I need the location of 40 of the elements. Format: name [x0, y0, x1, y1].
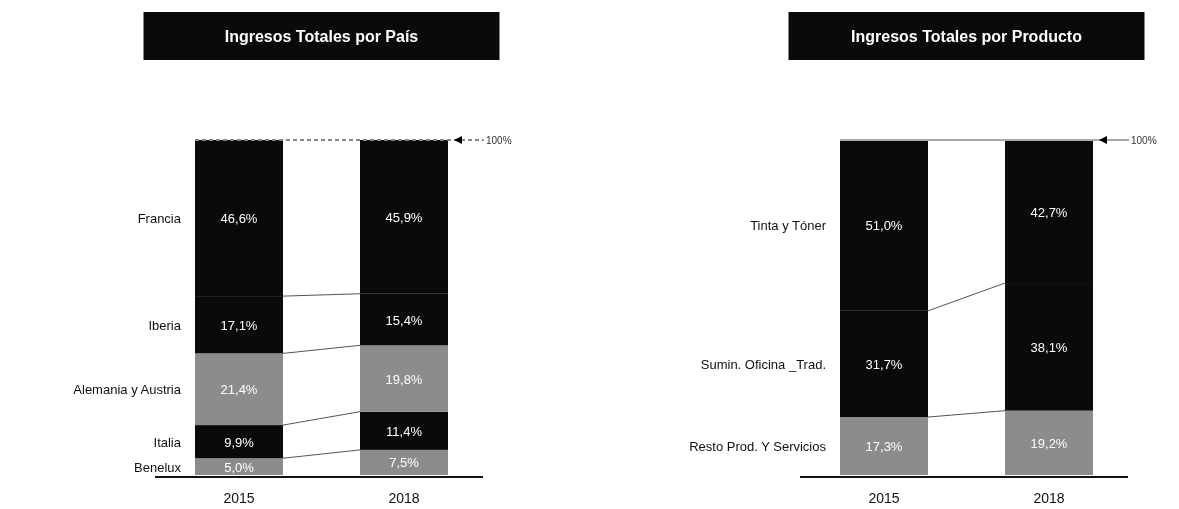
data-label: 19,8%	[385, 371, 423, 387]
series-label: Alemania y Austria	[73, 382, 182, 398]
bar	[195, 458, 283, 475]
data-label: 45,9%	[385, 209, 423, 225]
data-label: 38,1%	[1030, 339, 1068, 355]
data-label: 46,6%	[220, 211, 258, 227]
data-label: 51,0%	[865, 218, 903, 234]
x-tick-label: 2015	[868, 490, 900, 506]
x-tick-label: 2015	[223, 490, 255, 506]
series-label: Francia	[137, 211, 182, 227]
bar	[360, 449, 448, 475]
bar	[360, 411, 448, 450]
bar	[360, 345, 448, 412]
data-label: 21,4%	[220, 382, 258, 398]
series-label: Iberia	[148, 317, 182, 333]
series-label: Italia	[153, 434, 182, 450]
x-tick-label: 2018	[388, 490, 420, 506]
data-label: 17,3%	[865, 439, 903, 455]
series-label: Tinta y Tóner	[750, 218, 827, 234]
ref-line-label: 100%	[1131, 135, 1157, 146]
chart-title: Ingresos Totales por Producto	[851, 28, 1083, 45]
data-label: 7,5%	[389, 455, 420, 471]
data-label: 5,0%	[224, 459, 255, 475]
bar	[195, 425, 283, 459]
series-label: Resto Prod. Y Servicios	[689, 439, 827, 455]
ref-line-label: 100%	[486, 135, 512, 146]
data-label: 11,4%	[386, 423, 423, 439]
data-label: 19,2%	[1030, 435, 1068, 451]
data-label: 42,7%	[1030, 204, 1068, 220]
x-tick-label: 2018	[1033, 490, 1065, 506]
bar	[1005, 410, 1093, 475]
bar	[195, 353, 283, 426]
series-label: Sumin. Oficina _Trad.	[700, 356, 826, 372]
series-label: Benelux	[134, 459, 182, 475]
data-label: 17,1%	[220, 317, 258, 333]
data-label: 9,9%	[224, 434, 255, 450]
data-label: 15,4%	[385, 312, 423, 328]
chart-title: Ingresos Totales por País	[224, 28, 419, 45]
data-label: 31,7%	[865, 356, 903, 372]
bar	[840, 417, 928, 475]
